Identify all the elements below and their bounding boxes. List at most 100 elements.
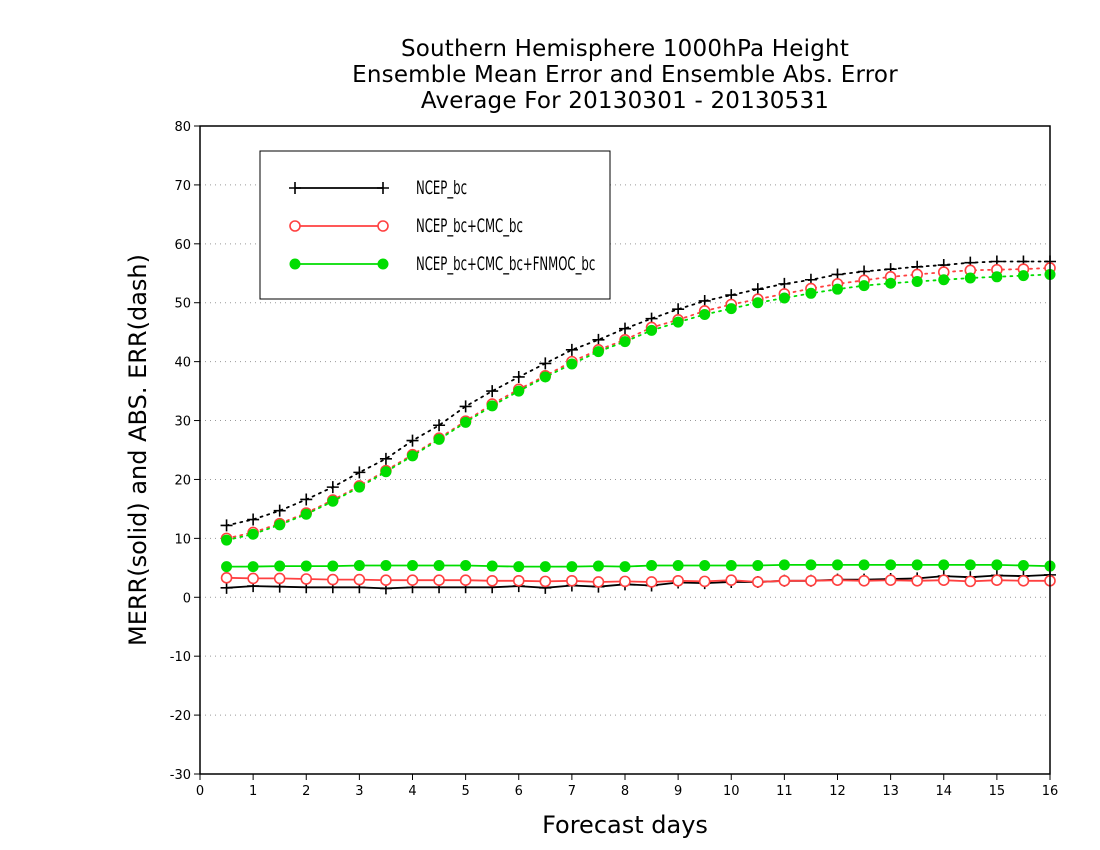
y-tick-label: 80	[174, 120, 191, 135]
series-ncep-bc-cmc-bc-merr-point	[220, 572, 233, 584]
x-tick-label: 13	[882, 784, 899, 799]
series-ncep-bc-cmc-bc-fnmoc-bc-abs-err-point	[566, 358, 578, 370]
series-ncep-bc-abs-err-point	[433, 419, 446, 432]
series-ncep-bc-cmc-bc-fnmoc-bc-abs-err-point	[778, 292, 790, 304]
series-ncep-bc-cmc-bc-fnmoc-bc-merr-point	[699, 559, 711, 571]
y-tick-label: -10	[170, 650, 191, 665]
series-group	[220, 255, 1056, 595]
legend-marker-ncep-bc-cmc-bc-fnmoc-bc	[289, 258, 301, 270]
series-ncep-bc-cmc-bc-fnmoc-bc-abs-err-point	[832, 283, 843, 295]
series-ncep-bc-cmc-bc-merr-point	[300, 573, 313, 585]
y-tick-label: 40	[174, 356, 191, 371]
series-ncep-bc-cmc-bc-fnmoc-bc-abs-err-point	[221, 534, 233, 546]
series-ncep-bc-cmc-bc-fnmoc-bc-merr-point	[539, 561, 551, 573]
legend-marker-ncep-bc-cmc-bc	[289, 220, 301, 232]
series-ncep-bc-cmc-bc-fnmoc-bc-merr-point	[380, 559, 392, 571]
series-ncep-bc-cmc-bc-merr-point	[486, 574, 498, 587]
y-tick-label: 70	[174, 179, 191, 194]
x-tick-label: 11	[776, 784, 793, 799]
y-tick-label: -30	[170, 768, 191, 783]
series-ncep-bc-cmc-bc-merr-point	[698, 575, 711, 588]
series-ncep-bc-cmc-bc-fnmoc-bc-abs-err-point	[486, 400, 498, 412]
x-tick-label: 16	[1042, 784, 1059, 799]
series-ncep-bc-cmc-bc-fnmoc-bc-merr-point	[407, 559, 418, 571]
legend-marker-ncep-bc	[377, 182, 389, 194]
series-ncep-bc-cmc-bc-fnmoc-bc-merr-point	[885, 559, 897, 571]
series-ncep-bc-cmc-bc-fnmoc-bc-merr-point	[646, 559, 658, 571]
series-ncep-bc-cmc-bc-fnmoc-bc-merr-point	[672, 559, 684, 571]
series-ncep-bc-cmc-bc-fnmoc-bc-merr-point	[832, 559, 843, 571]
series-ncep-bc-cmc-bc-fnmoc-bc-merr-point	[938, 559, 950, 571]
series-ncep-bc-cmc-bc-merr-point	[539, 575, 552, 588]
series-ncep-bc-cmc-bc-fnmoc-bc-merr-point	[752, 559, 764, 571]
series-ncep-bc-cmc-bc-merr-point	[592, 576, 605, 588]
series-ncep-bc-abs-err-point	[512, 370, 525, 383]
series-ncep-bc-cmc-bc-merr-point	[884, 574, 897, 586]
x-tick-label: 10	[723, 784, 740, 799]
series-ncep-bc-cmc-bc-merr-point	[406, 574, 419, 586]
series-ncep-bc-abs-err-point	[379, 452, 392, 465]
series-ncep-bc-cmc-bc-fnmoc-bc-abs-err-point	[513, 385, 525, 397]
x-tick-label: 7	[568, 784, 576, 799]
legend: NCEP_bc NCEP_bc+CMC_bc NCEP_bc+CMC_bc+FNMO…	[259, 150, 611, 300]
y-tick-label: 10	[174, 532, 191, 547]
y-tick-label: -20	[170, 709, 191, 724]
x-tick-label: 3	[355, 784, 363, 799]
series-ncep-bc-cmc-bc-fnmoc-bc-merr-point	[911, 559, 923, 571]
series-ncep-bc-abs-err-point	[565, 343, 578, 356]
grid-lines	[200, 184, 1050, 716]
series-ncep-bc-cmc-bc-fnmoc-bc-merr-point	[221, 561, 233, 573]
series-ncep-bc-abs-err-point	[459, 400, 472, 413]
y-tick-label: 50	[174, 297, 191, 312]
series-ncep-bc-abs-err-point	[539, 357, 552, 370]
legend-box	[259, 150, 611, 300]
series-ncep-bc-cmc-bc-fnmoc-bc-abs-err-point	[433, 433, 445, 445]
series-ncep-bc-abs-err-point	[778, 277, 791, 290]
series-ncep-bc-cmc-bc-fnmoc-bc-abs-err-point	[725, 303, 737, 315]
series-ncep-bc-cmc-bc-merr-point	[619, 575, 631, 588]
y-axis-label: MERR(solid) and ABS. ERR(dash)	[124, 254, 152, 646]
legend-label-ncep-bc-cmc-bc: NCEP_bc+CMC_bc	[416, 215, 523, 238]
series-ncep-bc-cmc-bc-fnmoc-bc-merr-line	[226, 564, 1051, 568]
x-tick-label: 15	[989, 784, 1006, 799]
series-ncep-bc-cmc-bc-fnmoc-bc-abs-err-point	[592, 346, 604, 358]
series-ncep-bc-cmc-bc-merr-point	[672, 574, 684, 587]
series-ncep-bc-cmc-bc-fnmoc-bc-abs-err-point	[699, 309, 711, 321]
series-ncep-bc-cmc-bc-merr-point	[273, 572, 286, 585]
series-ncep-bc-cmc-bc-fnmoc-bc-merr-point	[460, 559, 472, 571]
series-ncep-bc-cmc-bc-merr-point	[512, 574, 525, 587]
series-ncep-bc-cmc-bc-fnmoc-bc-merr-point	[991, 559, 1003, 571]
x-tick-label: 4	[408, 784, 416, 799]
series-ncep-bc-cmc-bc-merr-point	[831, 574, 844, 586]
series-ncep-bc-cmc-bc-fnmoc-bc-merr-point	[300, 560, 312, 572]
x-tick-label: 0	[196, 784, 204, 799]
series-ncep-bc-cmc-bc-fnmoc-bc-merr-point	[327, 560, 339, 572]
chart-title-line-2: Ensemble Mean Error and Ensemble Abs. Er…	[352, 62, 898, 88]
series-ncep-bc-abs-err-point	[326, 481, 339, 494]
series-ncep-bc-abs-err-point	[486, 385, 499, 398]
series-ncep-bc-abs-err-point	[406, 434, 419, 447]
series-ncep-bc-abs-err-point	[619, 322, 631, 335]
series-ncep-bc-cmc-bc-merr-point	[459, 574, 472, 586]
series-ncep-bc-cmc-bc-merr-point	[991, 574, 1003, 586]
y-tick-label: 0	[183, 591, 191, 606]
series-ncep-bc-cmc-bc-fnmoc-bc-merr-point	[566, 561, 578, 573]
series-ncep-bc-cmc-bc-fnmoc-bc-merr-point	[964, 559, 976, 571]
series-ncep-bc-cmc-bc-abs-err-line	[225, 267, 1051, 540]
series-ncep-bc-cmc-bc-fnmoc-bc-abs-err-point	[380, 466, 392, 478]
series-ncep-bc-cmc-bc-fnmoc-bc-abs-err-point	[991, 271, 1003, 283]
series-ncep-bc-cmc-bc-fnmoc-bc-abs-err-point	[327, 495, 339, 507]
series-ncep-bc-cmc-bc-merr-point	[566, 574, 578, 587]
series-ncep-bc-abs-err-point	[592, 333, 605, 346]
series-ncep-bc-cmc-bc-fnmoc-bc-abs-err-point	[539, 371, 551, 383]
series-ncep-bc-cmc-bc-fnmoc-bc-abs-err-point	[646, 324, 658, 336]
series-ncep-bc-cmc-bc-fnmoc-bc-abs-err-point	[885, 277, 897, 289]
legend-marker-ncep-bc	[289, 182, 301, 194]
series-ncep-bc-cmc-bc-merr-point	[645, 576, 658, 588]
legend-marker-ncep-bc-cmc-bc	[377, 220, 389, 232]
series-ncep-bc-cmc-bc-fnmoc-bc-merr-point	[353, 559, 365, 571]
series-ncep-bc-abs-err-point	[300, 493, 313, 506]
x-tick-label: 12	[829, 784, 846, 799]
